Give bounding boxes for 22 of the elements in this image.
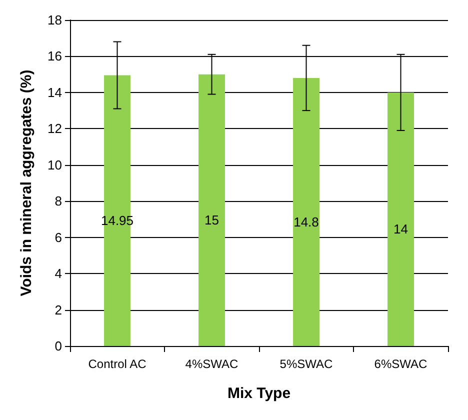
y-tick-label: 4 [54, 266, 62, 282]
y-tick-label: 6 [54, 230, 62, 245]
data-label: 14 [394, 222, 408, 237]
y-tick-label: 10 [48, 157, 62, 172]
x-tick-label: 5%SWAC [280, 357, 334, 371]
bar [388, 92, 414, 346]
y-tick-label: 16 [48, 48, 62, 64]
y-tick-label: 12 [48, 121, 62, 136]
x-axis-title: Mix Type [227, 385, 291, 402]
y-tick-label: 18 [48, 12, 62, 28]
data-label: 14.8 [294, 214, 319, 230]
y-tick-label: 2 [54, 302, 62, 318]
y-tick-label: 0 [54, 338, 62, 354]
y-tick-label: 8 [54, 194, 62, 209]
y-tick-label: 14 [48, 84, 62, 100]
y-axis-title: Voids in mineral aggregates (%) [18, 70, 35, 296]
data-label: 15 [204, 212, 219, 228]
x-tick-label: 6%SWAC [374, 357, 428, 371]
bar [198, 74, 225, 346]
x-tick-label: 4%SWAC [185, 357, 239, 371]
x-tick-label: Control AC [88, 357, 147, 371]
bar [293, 78, 320, 346]
